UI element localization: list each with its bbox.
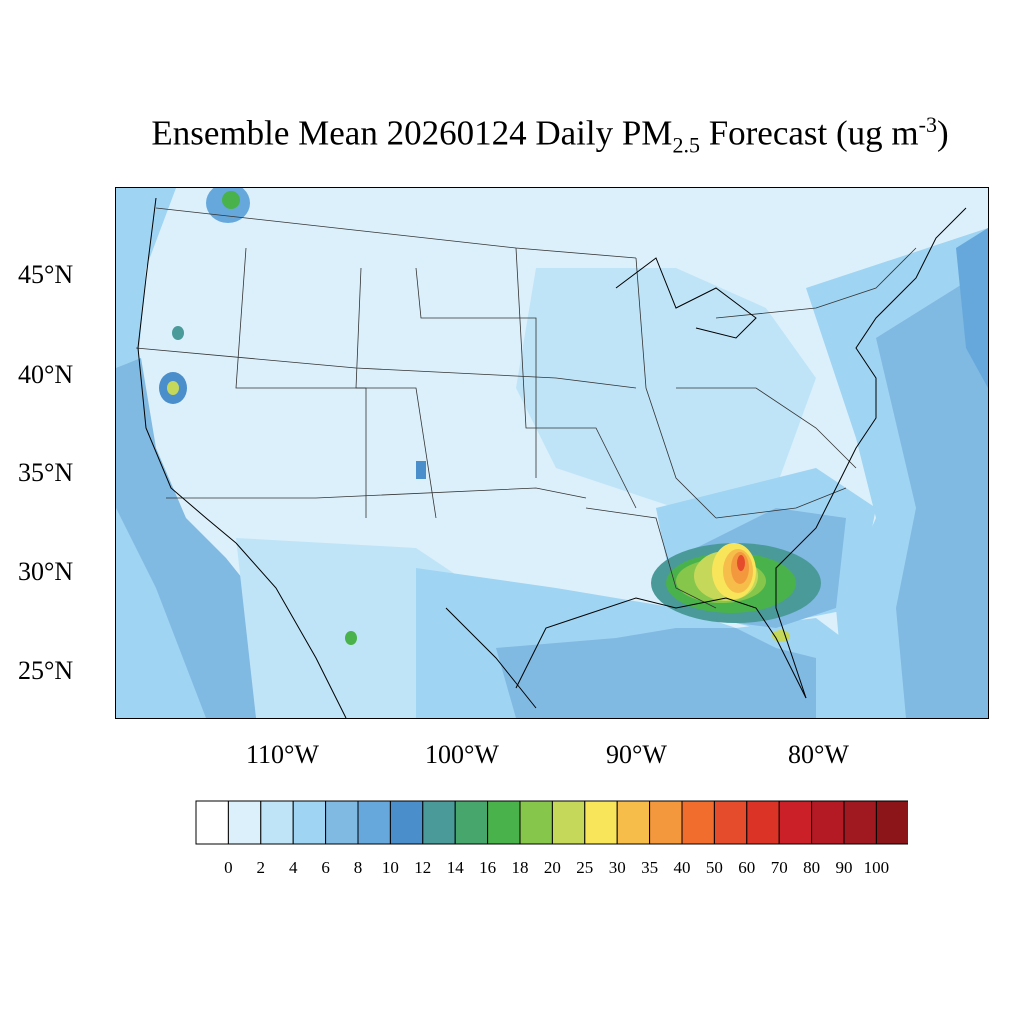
colorbar-label: 30 [608, 858, 626, 877]
colorbar-bin [325, 800, 359, 845]
colorbar-label: 60 [738, 858, 756, 877]
state-borders [135, 207, 917, 609]
colorbar-bin [422, 800, 456, 845]
colorbar-bin [616, 800, 651, 845]
lat-label-40: 40°N [18, 360, 74, 389]
gulf-band [496, 628, 816, 718]
title-superscript: -3 [918, 112, 937, 137]
colorbar-bin [519, 800, 553, 845]
colorbar-bin [227, 800, 262, 845]
colorbar-bin [260, 800, 294, 845]
midwest-haze [516, 268, 816, 508]
title-after: Forecast (ug m [699, 113, 919, 153]
atlantic-far [956, 228, 988, 388]
title-close: ) [936, 113, 949, 153]
colorbar-label: 100 [863, 858, 890, 877]
co-hotspot [416, 461, 426, 479]
colorbar-bin [778, 800, 813, 845]
colorbar-bin [292, 800, 327, 845]
pm25-map-svg [116, 188, 988, 718]
title-subscript: 2.5 [672, 132, 700, 158]
colorbar-label: 12 [414, 858, 432, 877]
map-title: Ensemble Mean 20260124 Daily PM2.5 Forec… [0, 112, 1024, 159]
colorbar-bin [584, 800, 618, 845]
lat-label-45: 45°N [18, 260, 74, 289]
colorbar-bin [357, 800, 391, 845]
nw-hotspot-inner [222, 191, 240, 209]
colorbar-bin [875, 800, 908, 845]
colorbar-bin [454, 800, 489, 845]
lon-label-110w: 110°W [246, 740, 319, 769]
colorbar-label: 4 [288, 858, 298, 877]
colorbar-label: 20 [543, 858, 561, 877]
colorbar-label: 70 [770, 858, 788, 877]
lon-label-80w: 80°W [788, 740, 849, 769]
colorbar-label: 40 [673, 858, 691, 877]
ca-hotspot-2 [172, 326, 184, 340]
colorbar-label: 6 [321, 858, 330, 877]
colorbar-bin [551, 800, 586, 845]
az-hotspot [345, 631, 357, 645]
colorbar-label: 50 [705, 858, 723, 877]
colorbar-bin [195, 800, 229, 845]
colorbar-label: 80 [803, 858, 821, 877]
colorbar-label: 8 [353, 858, 363, 877]
colorbar-label: 14 [446, 858, 464, 877]
lon-label-90w: 90°W [606, 740, 667, 769]
colorbar-label: 0 [224, 858, 233, 877]
colorbar-bin [713, 800, 748, 845]
colorbar-label: 25 [576, 858, 594, 877]
colorbar-label: 35 [641, 858, 659, 877]
coastline [137, 197, 967, 718]
atlantic-band [876, 268, 988, 718]
lat-label-35: 35°N [18, 458, 74, 487]
hotspot-level-50 [737, 555, 745, 571]
pacific-haze [116, 188, 256, 718]
title-main: Ensemble Mean 20260124 Daily PM [151, 113, 673, 153]
colorbar-label: 16 [479, 858, 497, 877]
colorbar-bin [487, 800, 521, 845]
colorbar-label: 18 [511, 858, 529, 877]
colorbar-label: 2 [256, 858, 266, 877]
colorbar-bin [746, 800, 780, 845]
lat-label-25: 25°N [18, 656, 74, 685]
colorbar-bin [681, 800, 715, 845]
lon-label-100w: 100°W [425, 740, 499, 769]
colorbar-bin [649, 800, 683, 845]
colorbar [195, 800, 908, 845]
lat-label-30: 30°N [18, 557, 74, 586]
ca-hotspot-1-core [167, 381, 179, 395]
colorbar-label: 90 [835, 858, 853, 877]
west-coast-band [116, 358, 286, 718]
pm25-map [115, 187, 989, 719]
colorbar-bin [843, 800, 877, 845]
colorbar-bin [811, 800, 845, 845]
colorbar-label: 10 [381, 858, 399, 877]
colorbar-bin [389, 800, 424, 845]
